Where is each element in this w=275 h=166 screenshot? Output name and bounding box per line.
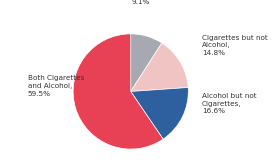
Wedge shape: [131, 43, 188, 91]
Text: Cigarettes but not
Alcohol,
14.8%: Cigarettes but not Alcohol, 14.8%: [202, 35, 268, 56]
Text: Alcohol but not
Cigarettes,
16.6%: Alcohol but not Cigarettes, 16.6%: [202, 93, 257, 114]
Wedge shape: [73, 34, 163, 149]
Text: Neither Cigarettes
nor Alcohol,
9.1%: Neither Cigarettes nor Alcohol, 9.1%: [108, 0, 174, 5]
Wedge shape: [131, 87, 188, 139]
Wedge shape: [131, 34, 162, 91]
Text: Both Cigarettes
and Alcohol,
59.5%: Both Cigarettes and Alcohol, 59.5%: [28, 75, 84, 97]
